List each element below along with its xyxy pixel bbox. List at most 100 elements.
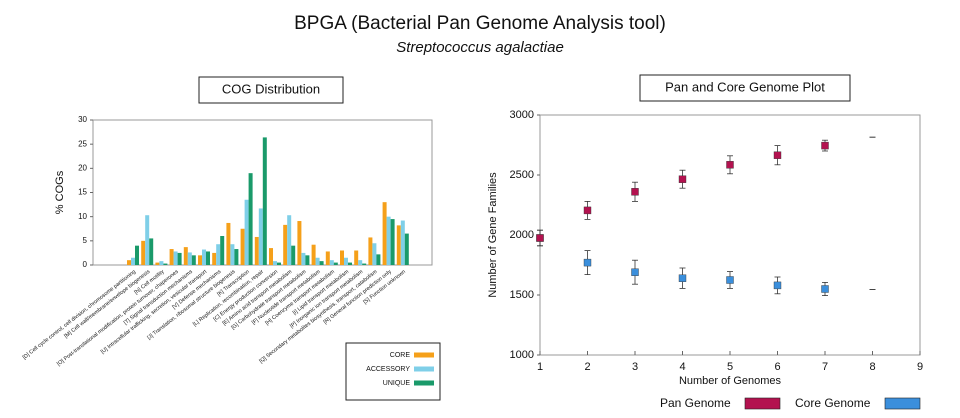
y-tick-label: 5 [83,236,88,245]
bar [325,251,330,265]
legend-swatch [744,397,781,410]
bar [386,216,391,265]
bar [333,262,338,265]
bar [220,236,225,265]
point [773,281,782,290]
y-axis-label: Number of Gene Families [487,172,499,298]
y-tick-label: 2500 [510,169,534,181]
legend-swatch [414,380,434,386]
bar [368,237,373,265]
y-tick-label: 1000 [510,349,534,361]
point [631,188,639,196]
legend-label: CORE [390,352,411,359]
point [773,151,782,159]
y-tick-label: 10 [78,212,87,221]
bar [376,254,381,265]
legend-box [345,342,441,401]
bar [344,257,348,265]
x-tick-label: 1 [537,361,543,373]
bar [404,233,409,265]
bar [319,261,324,265]
x-tick-label: 4 [679,361,685,373]
point [583,258,592,267]
bar [141,240,146,265]
bar [305,255,310,265]
legend-label: Pan Genome [660,396,731,410]
bar [273,261,277,265]
y-tick-label: 0 [83,260,88,269]
bar [354,250,359,265]
bar [390,219,395,265]
legend-swatch [414,352,434,358]
bar [216,244,221,265]
bar [362,263,367,265]
chart-title: COG Distribution [222,81,320,96]
bar [226,222,231,265]
bar [291,245,296,265]
bar [283,224,288,265]
bar [297,221,302,265]
bar [358,260,363,265]
bar [187,252,192,265]
bar [258,208,263,265]
bar [382,202,387,265]
bar [183,247,188,265]
bar [198,255,202,265]
legend-label: Core Genome [795,396,871,410]
bar [248,173,253,265]
title-box [198,76,344,104]
plot-frame [539,114,921,356]
point [726,161,734,169]
x-axis-label: Number of Genomes [679,375,782,387]
legend-swatch [414,366,434,372]
legend-label: ACCESSORY [366,366,410,373]
y-tick-label: 1500 [510,289,534,301]
legend-label: UNIQUE [383,380,411,387]
bar [159,261,164,265]
point [821,285,829,293]
x-tick-label: 9 [917,361,923,373]
y-tick-label: 30 [78,115,87,124]
y-tick-label: 20 [78,163,87,172]
point [583,206,592,215]
point [536,234,544,242]
bar [173,251,178,265]
bar [269,248,273,265]
bar [163,263,168,265]
y-tick-label: 25 [78,139,87,148]
page-subtitle: Streptococcus agalactiae [396,39,564,56]
bar [340,250,344,265]
point [631,268,639,276]
bar [149,238,154,265]
bar [212,252,217,265]
bar [311,244,316,265]
point [678,175,687,183]
bar [202,249,206,265]
bar [234,249,239,265]
x-tick-label: 2 [584,361,590,373]
y-axis-label: % COGs [54,170,66,214]
bar [230,244,235,265]
bar [348,262,352,265]
bar [244,199,249,265]
bar [206,251,210,265]
bar [191,255,196,265]
x-tick-label: 3 [632,361,638,373]
bar [177,252,182,265]
x-tick-label: 7 [822,361,828,373]
bar [400,220,405,265]
y-tick-label: 3000 [510,109,534,121]
y-tick-label: 15 [78,188,87,197]
bar [396,225,401,265]
bar [301,252,306,265]
point [821,141,829,150]
page-title: BPGA (Bacterial Pan Genome Analysis tool… [294,13,666,34]
point [726,276,734,284]
bar [240,228,245,265]
title-box [639,74,851,102]
bar [372,243,377,265]
bar [155,262,160,265]
point [678,274,687,282]
